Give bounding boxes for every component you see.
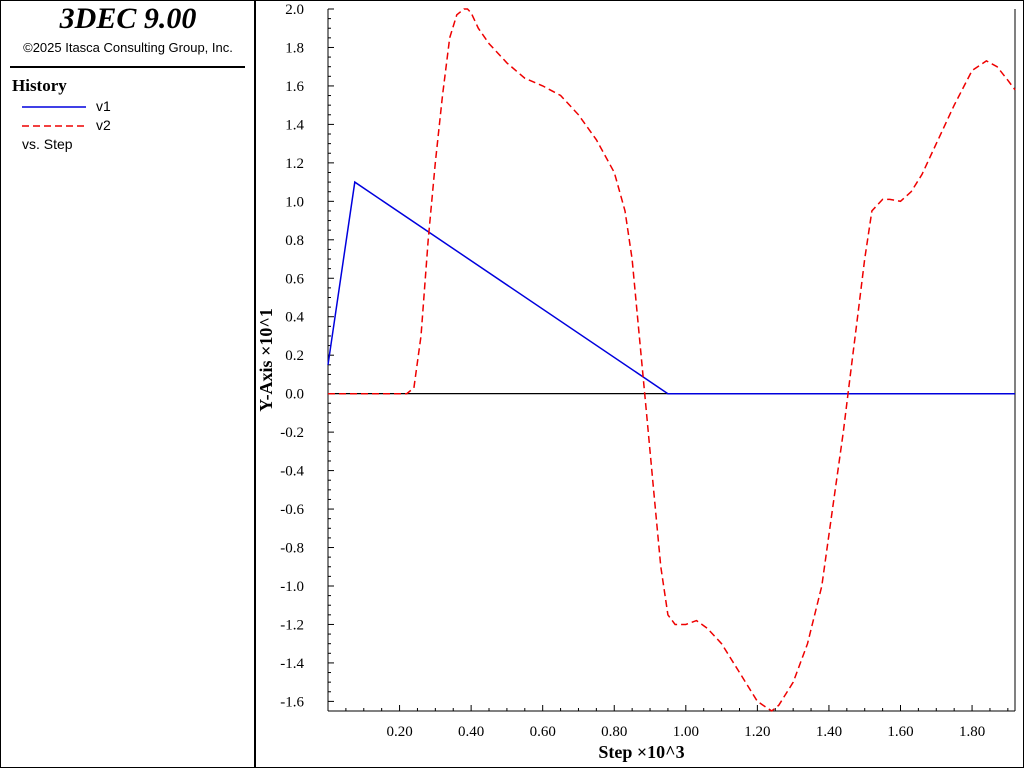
y-tick-label: 1.4: [285, 117, 304, 133]
y-tick-label: 1.8: [285, 40, 304, 56]
divider: [10, 66, 245, 68]
y-tick-label: -0.6: [280, 502, 304, 518]
y-tick-label: -1.6: [280, 694, 304, 710]
legend-label-v2: v2: [96, 117, 111, 133]
x-tick-label: 0.80: [601, 724, 627, 740]
y-tick-label: -1.4: [280, 656, 304, 672]
y-tick-label: -1.2: [280, 617, 304, 633]
x-tick-label: 1.80: [959, 724, 985, 740]
x-tick-label: 0.20: [386, 724, 412, 740]
app-title: 3DEC 9.00: [59, 2, 197, 35]
y-tick-label: 0.0: [285, 387, 304, 403]
series-v2-line: [328, 8, 1016, 712]
legend-label-v1: v1: [96, 98, 111, 114]
x-tick-label: 1.40: [816, 724, 842, 740]
axes: 2.0 1.8 1.6 1.4 1.2 1.0 0.8 0.6 0.4 0.2 0.0 -0.2 -0.…: [280, 2, 1016, 740]
vs-step-label: vs. Step: [22, 136, 73, 152]
y-tick-label: 1.6: [285, 79, 304, 95]
y-tick-label: -0.4: [280, 464, 304, 480]
history-title: History: [12, 76, 67, 95]
y-tick-label: 1.0: [285, 194, 304, 210]
dashed-line-icon: [22, 125, 86, 127]
y-tick-label: 0.6: [285, 271, 304, 287]
y-axis-label: Y-Axis ×10^1: [256, 308, 276, 412]
y-tick-label: -0.2: [280, 425, 304, 441]
x-axis-label: Step ×10^3: [598, 742, 684, 762]
y-tick-label: 0.4: [285, 310, 304, 326]
series-v1-line: [327, 180, 1015, 395]
y-tick-label: -1.0: [280, 579, 304, 595]
y-tick-label: 1.2: [285, 156, 304, 172]
x-tick-label: 0.60: [530, 724, 556, 740]
series-layer: [327, 8, 1016, 712]
solid-line-icon: [22, 106, 86, 108]
legend-panel: 3DEC 9.00 ©2025 Itasca Consulting Group,…: [0, 0, 256, 768]
history-chart: 2.0 1.8 1.6 1.4 1.2 1.0 0.8 0.6 0.4 0.2 0.0 -0.2 -0.…: [256, 2, 1016, 762]
y-tick-label: -0.8: [280, 541, 304, 557]
x-tick-label: 1.00: [673, 724, 699, 740]
x-tick-label: 0.40: [458, 724, 484, 740]
copyright-text: ©2025 Itasca Consulting Group, Inc.: [23, 40, 233, 55]
x-tick-label: 1.60: [887, 724, 913, 740]
y-tick-label: 0.8: [285, 233, 304, 249]
y-tick-label: 2.0: [285, 2, 304, 18]
y-tick-label: 0.2: [285, 348, 304, 364]
x-tick-label: 1.20: [744, 724, 770, 740]
